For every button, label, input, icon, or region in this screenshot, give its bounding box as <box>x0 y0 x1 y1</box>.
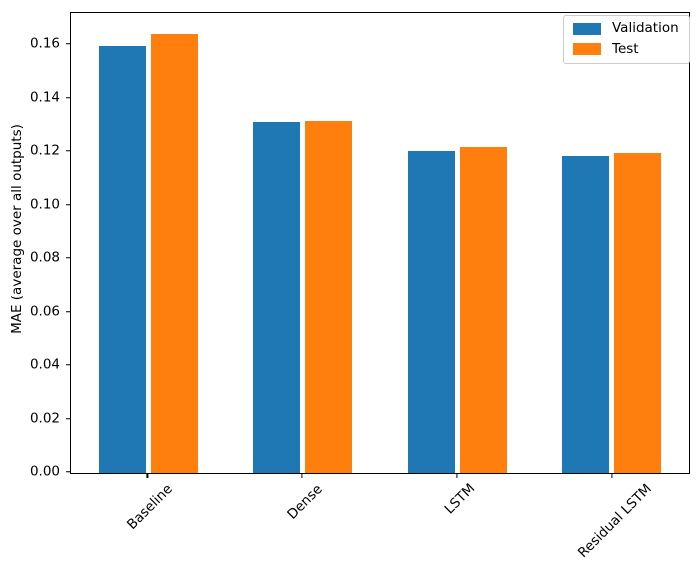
y-tick: 0.16 <box>30 37 70 51</box>
y-tick: 0.02 <box>29 409 70 426</box>
bar-group-residual-lstm <box>535 13 690 473</box>
bar-residual-lstm-test <box>614 153 662 473</box>
legend-label-test: Test <box>612 40 639 57</box>
x-tick-mark <box>146 474 148 478</box>
y-tick-mark <box>66 471 70 473</box>
y-tick: 0.00 <box>30 465 70 479</box>
bar-dense-validation <box>253 121 301 473</box>
legend-swatch-test <box>573 43 601 56</box>
x-tick-label-baseline: Baseline <box>124 480 177 533</box>
y-tick-mark <box>66 97 70 99</box>
legend: Validation Test <box>563 15 690 64</box>
bars-layer <box>71 13 689 473</box>
bar-dense-test <box>305 121 353 473</box>
y-tick-label: 0.02 <box>29 409 60 426</box>
y-tick-label: 0.14 <box>29 88 60 105</box>
y-tick-label: 0.12 <box>29 142 60 159</box>
y-tick-mark <box>66 310 70 313</box>
y-tick-mark <box>66 257 70 259</box>
y-tick-mark <box>66 43 70 45</box>
y-tick-mark <box>66 150 70 152</box>
y-tick-label: 0.08 <box>29 249 60 266</box>
x-tick-mark <box>611 474 613 478</box>
legend-swatch-validation <box>573 22 601 35</box>
y-tick: 0.14 <box>29 88 70 105</box>
y-tick-label: 0.16 <box>29 35 60 52</box>
y-tick: 0.12 <box>30 144 70 158</box>
y-tick-label: 0.04 <box>29 356 60 373</box>
x-tick-label-dense: Dense <box>284 481 326 523</box>
x-tick-label-residual-lstm: Residual LSTM <box>574 480 655 561</box>
y-tick-label: 0.06 <box>29 302 60 319</box>
y-tick-mark <box>66 417 70 420</box>
y-tick-label: 0.00 <box>29 463 60 480</box>
bar-group-dense <box>226 13 381 473</box>
bar-group-baseline <box>71 13 226 473</box>
y-tick: 0.06 <box>29 302 70 319</box>
y-tick-label: 0.10 <box>29 195 60 212</box>
bar-baseline-validation <box>98 46 146 473</box>
legend-item-validation: Validation <box>573 20 679 36</box>
bar-baseline-test <box>150 33 198 473</box>
y-tick-mark <box>66 364 70 366</box>
x-tick-mark <box>301 474 303 478</box>
bar-lstm-test <box>459 147 507 473</box>
y-axis: 0.00 0.02 0.04 0.06 0.08 0.10 0.12 0.14 <box>0 12 70 478</box>
x-tick-mark <box>456 474 458 478</box>
bar-group-lstm <box>380 13 535 473</box>
plot-area <box>70 12 690 474</box>
x-tick-label-lstm: LSTM <box>441 480 479 518</box>
y-tick-mark <box>66 204 70 206</box>
y-tick: 0.10 <box>29 195 70 212</box>
y-tick: 0.08 <box>30 251 70 265</box>
legend-item-test: Test <box>573 40 679 57</box>
bar-residual-lstm-validation <box>562 156 610 473</box>
bar-lstm-validation <box>407 150 455 473</box>
y-tick: 0.04 <box>30 358 70 372</box>
legend-label-validation: Validation <box>612 20 679 36</box>
